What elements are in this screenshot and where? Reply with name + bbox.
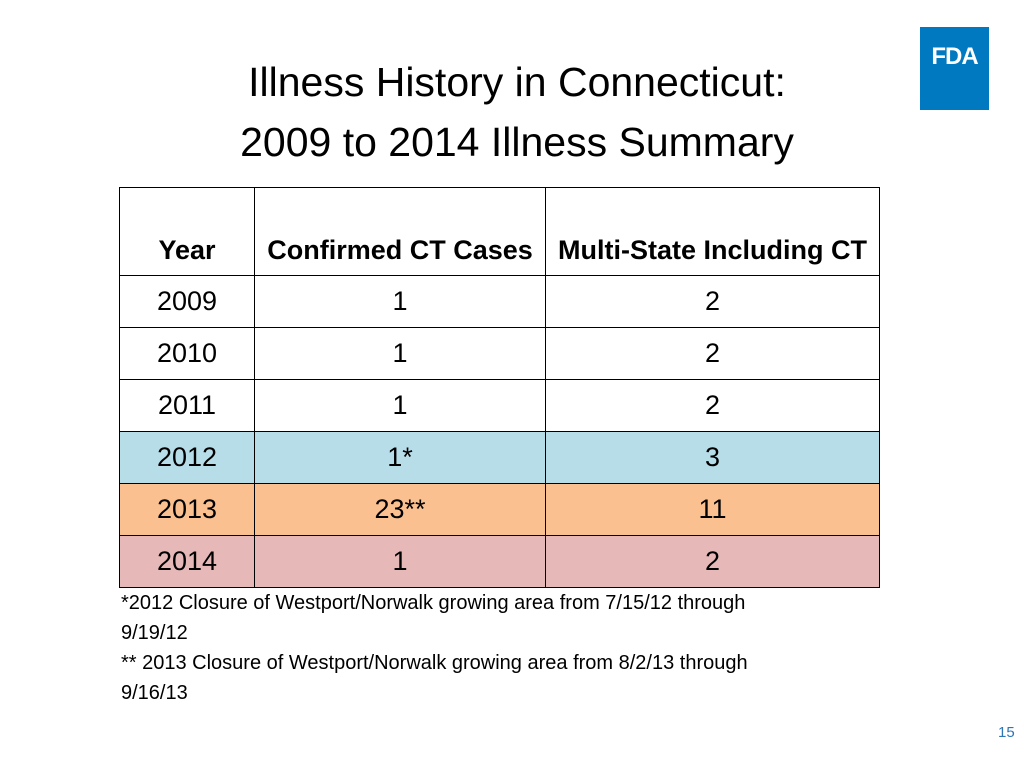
fda-logo: FDA: [920, 27, 989, 110]
table-cell: 2: [545, 379, 880, 432]
table-cell: 2011: [119, 379, 255, 432]
table-row: 2013 23** 11: [119, 483, 880, 536]
table-cell: 2013: [119, 483, 255, 536]
header-cell: Year: [119, 187, 255, 276]
table-cell: 1: [254, 535, 546, 588]
table-row: 2010 1 2: [119, 327, 880, 380]
table-row: 2014 1 2: [119, 535, 880, 588]
table-row: 2009 1 2: [119, 275, 880, 328]
table-cell: 2014: [119, 535, 255, 588]
footnote: *2012 Closure of Westport/Norwalk growin…: [121, 592, 746, 644]
table-cell: 2010: [119, 327, 255, 380]
slide-title: Illness History in Connecticut: 2009 to …: [0, 52, 1024, 172]
table-cell: 3: [545, 431, 880, 484]
table-cell: 1*: [254, 431, 546, 484]
table-cell: 2009: [119, 275, 255, 328]
page-number: 15: [998, 724, 1015, 741]
title-line: 2009 to 2014 Illness Summary: [240, 119, 794, 165]
table-row: 2011 1 2: [119, 379, 880, 432]
table-row: 2012 1* 3: [119, 431, 880, 484]
table-cell: 1: [254, 275, 546, 328]
title-line: Illness History in Connecticut:: [248, 59, 786, 105]
table-cell: 23**: [254, 483, 546, 536]
footnotes: *2012 Closure of Westport/Norwalk growin…: [121, 588, 811, 708]
table-cell: 2: [545, 535, 880, 588]
table-cell: 11: [545, 483, 880, 536]
footnote: ** 2013 Closure of Westport/Norwalk grow…: [121, 652, 748, 704]
table-cell: 1: [254, 379, 546, 432]
header-cell: Multi-State Including CT: [545, 187, 880, 276]
table-cell: 2: [545, 275, 880, 328]
header-row: Year Confirmed CT Cases Multi-State Includ…: [119, 187, 880, 276]
table-cell: 1: [254, 327, 546, 380]
table-cell: 2012: [119, 431, 255, 484]
illness-table: Year Confirmed CT Cases Multi-State Includ…: [119, 187, 880, 588]
header-cell: Confirmed CT Cases: [254, 187, 546, 276]
table-cell: 2: [545, 327, 880, 380]
